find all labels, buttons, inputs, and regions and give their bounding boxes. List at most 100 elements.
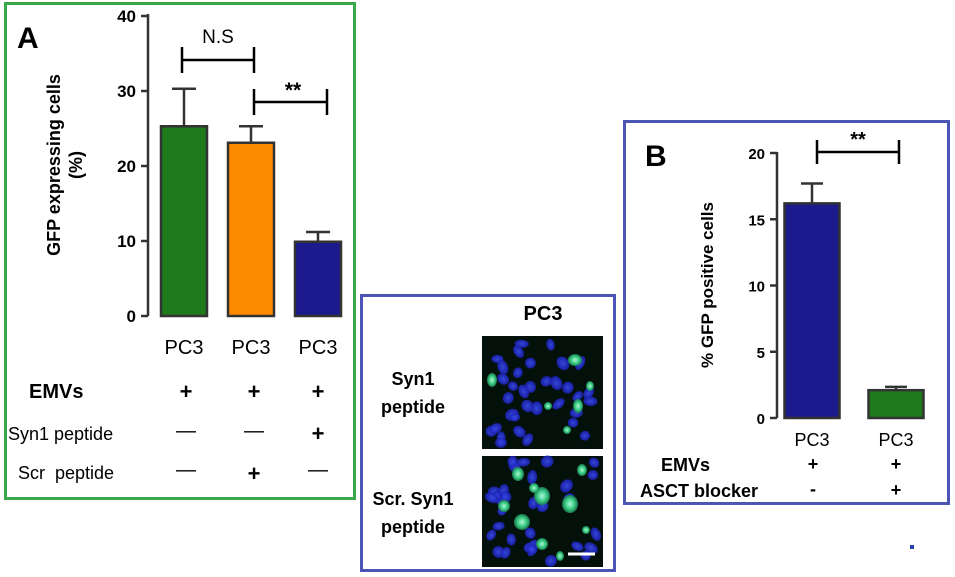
chart-b-x-labels: PC3 PC3 — [794, 430, 913, 450]
gfp-cell — [563, 426, 571, 434]
panel-b-letter: B — [645, 140, 667, 173]
nucleus — [546, 338, 555, 351]
y-tick-label: 40 — [117, 7, 136, 26]
chart-a-bars — [159, 87, 343, 318]
nucleus — [527, 470, 538, 485]
nucleus — [521, 399, 534, 413]
chart-a-ylabel-line2: (%) — [66, 151, 86, 179]
nucleus — [506, 533, 516, 546]
chart-b-sig-bracket — [815, 140, 901, 164]
bar — [867, 388, 925, 420]
chart-a-ns-bracket — [180, 47, 256, 73]
nucleus — [572, 391, 583, 402]
chart-a-sig-bracket — [252, 89, 329, 115]
nucleus — [590, 527, 601, 541]
gfp-cell — [568, 354, 582, 366]
gfp-cell — [582, 526, 590, 534]
chart-a-ylabel-line1: GFP expressing cells — [44, 74, 64, 256]
nucleus — [526, 544, 537, 555]
nucleus — [486, 529, 497, 541]
nucleus — [509, 413, 521, 422]
y-tick-label: 20 — [117, 157, 136, 176]
nucleus — [560, 479, 573, 493]
cond-b-0-0: + — [808, 454, 819, 474]
x-tick-label: PC3 — [299, 337, 338, 359]
bar — [226, 141, 276, 318]
nucleus — [497, 373, 510, 385]
nucleus — [567, 417, 579, 428]
nucleus — [524, 357, 536, 369]
cond-a-0-2: + — [312, 379, 325, 404]
nucleus — [502, 392, 514, 404]
nucleus — [497, 359, 509, 375]
chart-b-bars — [783, 182, 925, 420]
row-label-emvs-b: EMVs — [661, 455, 710, 475]
chart-a-ns-label: N.S — [202, 27, 234, 48]
nucleus — [484, 492, 499, 504]
row-label-emvs: EMVs — [29, 381, 83, 403]
y-tick-label: 15 — [748, 212, 765, 229]
gfp-cell — [514, 514, 530, 530]
bar — [783, 202, 841, 420]
cond-a-0-0: + — [180, 379, 193, 404]
nucleus — [571, 541, 584, 552]
stray-dot — [910, 545, 914, 549]
micrograph-row1-label-line2: peptide — [381, 397, 445, 417]
nucleus — [550, 376, 563, 391]
y-tick-label: 5 — [757, 345, 765, 362]
micrograph-row2-label-line1: Scr. Syn1 — [372, 489, 453, 509]
gfp-cell — [573, 399, 583, 413]
nucleus — [540, 455, 554, 468]
micrograph-syn1 — [482, 336, 603, 449]
gfp-cell — [556, 551, 564, 561]
nucleus — [518, 384, 530, 399]
x-tick-label: PC3 — [794, 430, 829, 450]
x-tick-label: PC3 — [165, 337, 204, 359]
gfp-cell — [586, 381, 594, 391]
nucleus — [492, 521, 505, 531]
nucleus — [499, 491, 512, 503]
chart-b-y-ticks: 0 5 10 15 20 — [748, 146, 777, 428]
panel-a-condition-table: EMVs Syn1 peptide Scr peptide + + + — — … — [8, 379, 328, 486]
gfp-cell — [487, 373, 497, 387]
nucleus — [579, 430, 591, 441]
y-tick-label: 0 — [757, 411, 765, 428]
micrograph-row1-label-line1: Syn1 — [391, 369, 434, 389]
nucleus — [516, 457, 531, 467]
nucleus — [524, 527, 536, 539]
nucleus — [507, 455, 518, 468]
nucleus — [508, 381, 518, 391]
x-tick-label: PC3 — [878, 430, 913, 450]
row-label-asct-blocker: ASCT blocker — [640, 481, 758, 501]
gfp-cell — [544, 402, 552, 410]
row-label-scr-peptide: Scr peptide — [18, 463, 114, 483]
panel-b-condition-table: EMVs ASCT blocker + + - + — [640, 454, 901, 501]
cond-b-1-0: - — [810, 479, 816, 499]
chart-b: 0 5 10 15 20 % GFP positive cells PC3 PC3 ** — [698, 129, 925, 450]
gfp-cell — [529, 483, 539, 493]
nucleus — [513, 425, 526, 438]
micrograph-row2-label-line2: peptide — [381, 517, 445, 537]
y-tick-label: 30 — [117, 82, 136, 101]
bar — [293, 240, 343, 318]
y-tick-label: 20 — [748, 146, 765, 163]
gfp-cell — [534, 487, 550, 505]
cond-a-1-1: — — [244, 420, 264, 442]
y-tick-label: 10 — [748, 279, 765, 296]
nucleus — [544, 555, 557, 567]
nucleus — [513, 367, 523, 378]
panel-a-frame — [4, 2, 356, 500]
nucleus — [562, 381, 574, 394]
nucleus — [489, 423, 502, 434]
gfp-cell — [512, 467, 524, 481]
row-label-syn1-peptide: Syn1 peptide — [8, 424, 113, 444]
chart-b-sig-label: ** — [850, 129, 866, 151]
cond-a-2-1: + — [248, 461, 261, 486]
nucleus — [522, 433, 534, 446]
chart-a-x-labels: PC3 PC3 PC3 — [165, 337, 338, 359]
chart-b-ylabel: % GFP positive cells — [698, 202, 717, 368]
nucleus — [531, 401, 543, 416]
gfp-cell — [577, 464, 587, 476]
